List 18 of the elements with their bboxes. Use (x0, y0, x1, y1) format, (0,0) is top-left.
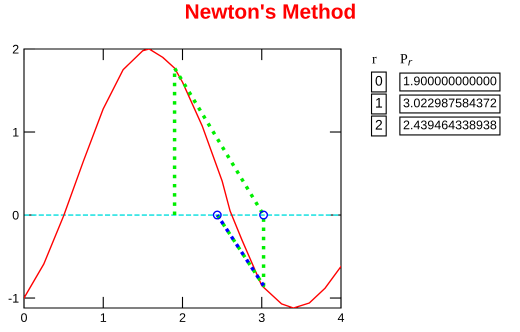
y-tick-label: 1 (13, 128, 19, 137)
text: P$_{r}$ (400, 54, 412, 66)
y-tick-label: 2 (12, 44, 19, 54)
text: 2.439464338938 (404, 120, 496, 130)
text: 0 (376, 76, 382, 86)
x-tick-label: 4 (338, 313, 344, 322)
text: 2 (376, 120, 382, 130)
x-tick-label: 0 (21, 313, 27, 322)
x-tick-label: 1 (100, 313, 106, 322)
y-tick-label: -1 (8, 294, 19, 303)
chart-title: Newton's Method (186, 4, 355, 19)
text: 1.900000000000 (404, 76, 496, 86)
text: 3.022987584372 (403, 98, 496, 108)
x-tick-label: 3 (258, 313, 265, 322)
x-tick-label: 2 (180, 313, 186, 322)
text: 1 (376, 98, 382, 108)
y-tick-label: 0 (12, 210, 19, 220)
text: r (372, 56, 377, 64)
